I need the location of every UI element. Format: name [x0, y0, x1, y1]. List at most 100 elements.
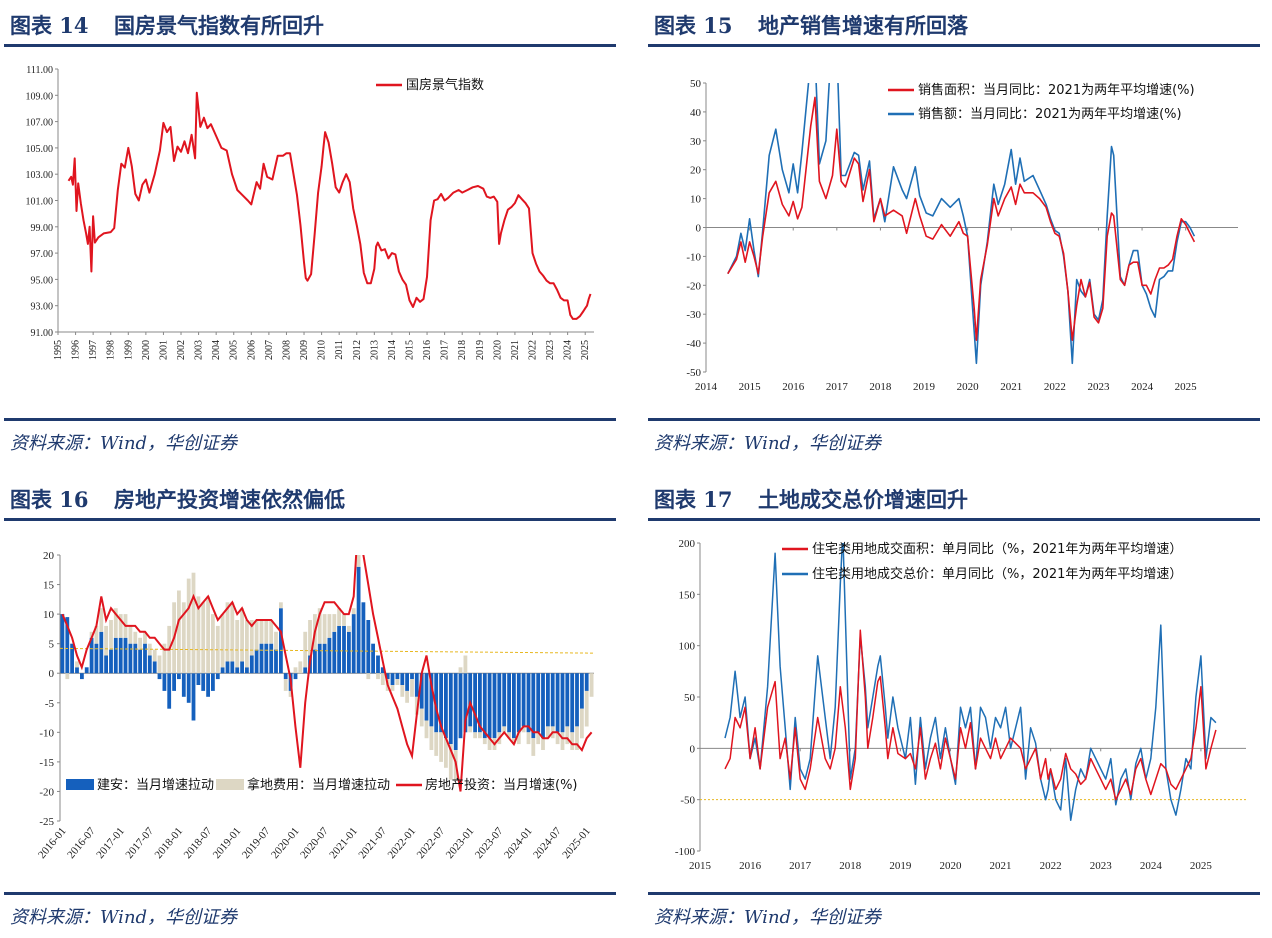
bar-land-cost — [128, 625, 133, 644]
y-tick-label: -10 — [39, 727, 54, 739]
x-tick-label: 2014 — [387, 340, 398, 360]
bar-construction — [448, 673, 453, 745]
bar-construction — [385, 673, 390, 680]
x-tick-label: 2021 — [990, 860, 1012, 872]
bar-construction — [143, 643, 147, 674]
x-tick-label: 1996 — [71, 340, 82, 360]
legend-swatch-construction — [66, 779, 94, 790]
bar-land-cost — [308, 620, 312, 656]
bar-construction — [444, 673, 448, 739]
x-tick-label: 2000 — [141, 340, 152, 360]
panel-title-bar: 图表 14 国房景气指数有所回升 — [4, 0, 616, 47]
bar-construction — [274, 649, 278, 674]
source-note: 资料来源：Wind，华创证券 — [4, 418, 616, 457]
y-tick-label: 50 — [684, 692, 696, 704]
bar-land-cost — [434, 732, 439, 756]
y-tick-label: 0 — [690, 743, 696, 755]
figure-number: 图表 16 — [10, 487, 89, 512]
x-tick-label: 2017-01 — [94, 825, 127, 861]
bar-land-cost — [249, 620, 254, 656]
y-tick-label: 103.00 — [26, 170, 54, 181]
figure-title: 地产销售增速有所回落 — [758, 13, 968, 38]
x-tick-label: 2016 — [782, 381, 805, 393]
series-line-investment — [61, 555, 593, 792]
bar-construction — [405, 673, 409, 691]
bar-land-cost — [410, 679, 414, 697]
y-tick-label: 0 — [696, 223, 702, 235]
x-tick-label: 2022 — [527, 340, 538, 360]
bar-land-cost — [279, 602, 283, 609]
bar-land-cost — [380, 673, 385, 685]
bar-construction — [468, 673, 473, 727]
y-tick-label: 5 — [49, 639, 55, 651]
legend-label-2: 住宅类用地成交总价：单月同比（%，2021年为两年平均增速） — [812, 566, 1182, 582]
x-tick-label: 2018 — [839, 860, 862, 872]
bar-construction — [303, 667, 308, 674]
x-tick-label: 2013 — [369, 340, 380, 360]
bar-land-cost — [351, 608, 356, 615]
bar-land-cost — [157, 655, 162, 674]
bar-land-cost — [405, 691, 409, 703]
x-tick-label: 2015 — [689, 860, 712, 872]
source-note: 资料来源：Wind，华创证券 — [648, 892, 1260, 931]
bar-land-cost — [138, 637, 142, 650]
bar-land-cost — [303, 631, 308, 668]
y-tick-label: 40 — [690, 107, 702, 119]
bar-land-cost — [366, 673, 371, 680]
bar-land-cost — [516, 732, 521, 745]
x-tick-label: 1997 — [88, 340, 99, 360]
figure-number: 图表 14 — [10, 13, 89, 38]
bar-land-cost — [220, 614, 225, 668]
source-text: 资料来源：Wind，华创证券 — [654, 433, 882, 454]
bar-construction — [162, 673, 167, 691]
panel-fig17: 图表 17 土地成交总价增速回升 -100 -50 0 50 100 150 200 2015… — [648, 474, 1260, 938]
bar-construction — [366, 620, 371, 674]
bar-construction — [191, 673, 196, 721]
chart-fig15: -50 -40 -30 -20 -10 0 10 20 30 40 50 2014 2015 2016 20… — [648, 47, 1260, 417]
source-text: 资料来源：Wind，华创证券 — [10, 433, 238, 454]
bar-land-cost — [414, 696, 419, 715]
bar-construction — [521, 673, 526, 727]
bar-construction — [434, 673, 439, 733]
bar-construction — [80, 673, 84, 680]
x-tick-label: 2018 — [869, 381, 892, 393]
bar-construction — [575, 673, 579, 727]
bar-land-cost — [575, 726, 579, 750]
x-tick-label: 2014 — [695, 381, 718, 393]
x-tick-label: 2023 — [1090, 860, 1113, 872]
x-tick-label: 2021-01 — [327, 825, 360, 861]
bar-construction — [254, 649, 259, 674]
bar-construction — [283, 673, 288, 680]
bar-land-cost — [264, 620, 269, 644]
x-tick-label: 2019 — [889, 860, 912, 872]
panel-title-bar: 图表 17 土地成交总价增速回升 — [648, 474, 1260, 521]
panel-title-bar: 图表 16 房地产投资增速依然偏低 — [4, 474, 616, 521]
y-tick-label: 93.00 — [31, 302, 54, 313]
bar-construction — [419, 673, 424, 709]
x-tick-label: 2016-01 — [36, 825, 69, 861]
chart-fig17: -100 -50 0 50 100 150 200 2015 2016 2017 2018 2019 2… — [648, 521, 1260, 891]
bar-land-cost — [225, 602, 230, 662]
bar-construction — [390, 673, 395, 685]
bar-land-cost — [196, 596, 201, 674]
y-tick-label: 20 — [43, 550, 55, 562]
bar-land-cost — [259, 620, 264, 644]
bar-land-cost — [191, 572, 196, 674]
bar-construction — [133, 643, 138, 674]
bar-land-cost — [99, 608, 104, 632]
bar-construction — [516, 673, 521, 733]
x-tick-label: 2015 — [739, 381, 762, 393]
panel-fig15: 图表 15 地产销售增速有所回落 -50 -40 -30 -20 -10 0 10 20 30 4… — [648, 0, 1260, 464]
bar-construction — [473, 673, 477, 733]
y-tick-label: -20 — [686, 280, 701, 292]
bar-construction — [167, 673, 172, 709]
x-tick-label: 2017-07 — [123, 825, 156, 861]
x-tick-label: 2020 — [957, 381, 980, 393]
bar-construction — [89, 637, 94, 674]
bar-land-cost — [177, 590, 181, 674]
bar-construction — [584, 673, 589, 691]
bar-land-cost — [448, 744, 453, 780]
legend-label-investment: 房地产投资：当月增速(%) — [425, 777, 578, 793]
bar-construction — [337, 625, 341, 674]
bar-land-cost — [109, 620, 113, 650]
